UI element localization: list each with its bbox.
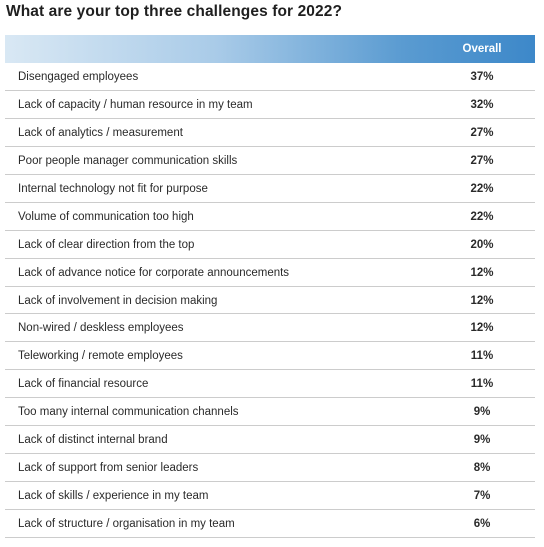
row-value: 20%: [470, 238, 494, 251]
table-header: Overall: [5, 35, 535, 63]
row-label: Non-wired / deskless employees: [18, 322, 184, 335]
table-row: Lack of advance notice for corporate ann…: [5, 259, 535, 287]
row-value: 11%: [470, 350, 494, 363]
table-row: Volume of communication too high 22%: [5, 203, 535, 231]
row-value: 22%: [470, 210, 494, 223]
table-row: Lack of financial resource 11%: [5, 370, 535, 399]
table-row: Lack of structure / organisation in my t…: [5, 510, 535, 538]
row-value: 27%: [470, 154, 494, 167]
row-value: 12%: [470, 322, 494, 335]
row-value: 9%: [473, 434, 491, 447]
row-label: Internal technology not fit for purpose: [18, 182, 208, 195]
row-value: 27%: [470, 126, 494, 139]
page-title: What are your top three challenges for 2…: [6, 3, 343, 20]
row-value: 7%: [473, 490, 491, 503]
table-row: Disengaged employees 37%: [5, 63, 535, 91]
row-value: 8%: [473, 462, 491, 475]
row-label: Poor people manager communication skills: [18, 154, 238, 167]
row-label: Teleworking / remote employees: [18, 350, 183, 363]
row-label: Lack of financial resource: [18, 378, 149, 391]
row-label: Lack of clear direction from the top: [18, 238, 195, 251]
row-value: 37%: [470, 71, 494, 83]
row-value: 22%: [470, 182, 494, 195]
row-value: 6%: [473, 518, 491, 530]
table-row: Lack of clear direction from the top 20%: [5, 231, 535, 259]
row-value: 12%: [470, 294, 494, 307]
table-row: Internal technology not fit for purpose 2…: [5, 175, 535, 203]
table-row: Too many internal communication channels…: [5, 398, 535, 427]
row-value: 9%: [473, 406, 491, 419]
row-value: 11%: [470, 378, 494, 391]
table-row: Lack of skills / experience in my team 7%: [5, 482, 535, 510]
row-label: Lack of advance notice for corporate ann…: [18, 266, 290, 279]
row-label: Lack of involvement in decision making: [18, 294, 218, 307]
overall-column-header: Overall: [462, 43, 502, 55]
table-row: Lack of distinct internal brand 9%: [5, 426, 535, 455]
row-label: Lack of skills / experience in my team: [18, 490, 209, 503]
table-body: Disengaged employees 37% Lack of capacity …: [5, 63, 535, 538]
row-label: Too many internal communication channels: [18, 406, 239, 419]
row-label: Lack of capacity / human resource in my …: [18, 98, 253, 111]
table-row: Lack of involvement in decision making 12…: [5, 287, 535, 315]
table-row: Non-wired / deskless employees 12%: [5, 314, 535, 343]
row-label: Lack of analytics / measurement: [18, 126, 183, 139]
row-label: Lack of structure / organisation in my t…: [18, 518, 235, 530]
table-row: Lack of capacity / human resource in my …: [5, 91, 535, 119]
challenges-table: Overall Disengaged employees 37% Lack of c…: [5, 35, 535, 538]
row-value: 12%: [470, 266, 494, 279]
row-label: Disengaged employees: [18, 71, 139, 83]
row-label: Lack of distinct internal brand: [18, 434, 168, 447]
table-row: Poor people manager communication skills…: [5, 147, 535, 175]
row-label: Lack of support from senior leaders: [18, 462, 199, 475]
table-row: Lack of support from senior leaders 8%: [5, 454, 535, 483]
table-row: Teleworking / remote employees 11%: [5, 342, 535, 371]
row-label: Volume of communication too high: [18, 210, 194, 223]
row-value: 32%: [470, 98, 494, 111]
table-row: Lack of analytics / measurement 27%: [5, 119, 535, 147]
